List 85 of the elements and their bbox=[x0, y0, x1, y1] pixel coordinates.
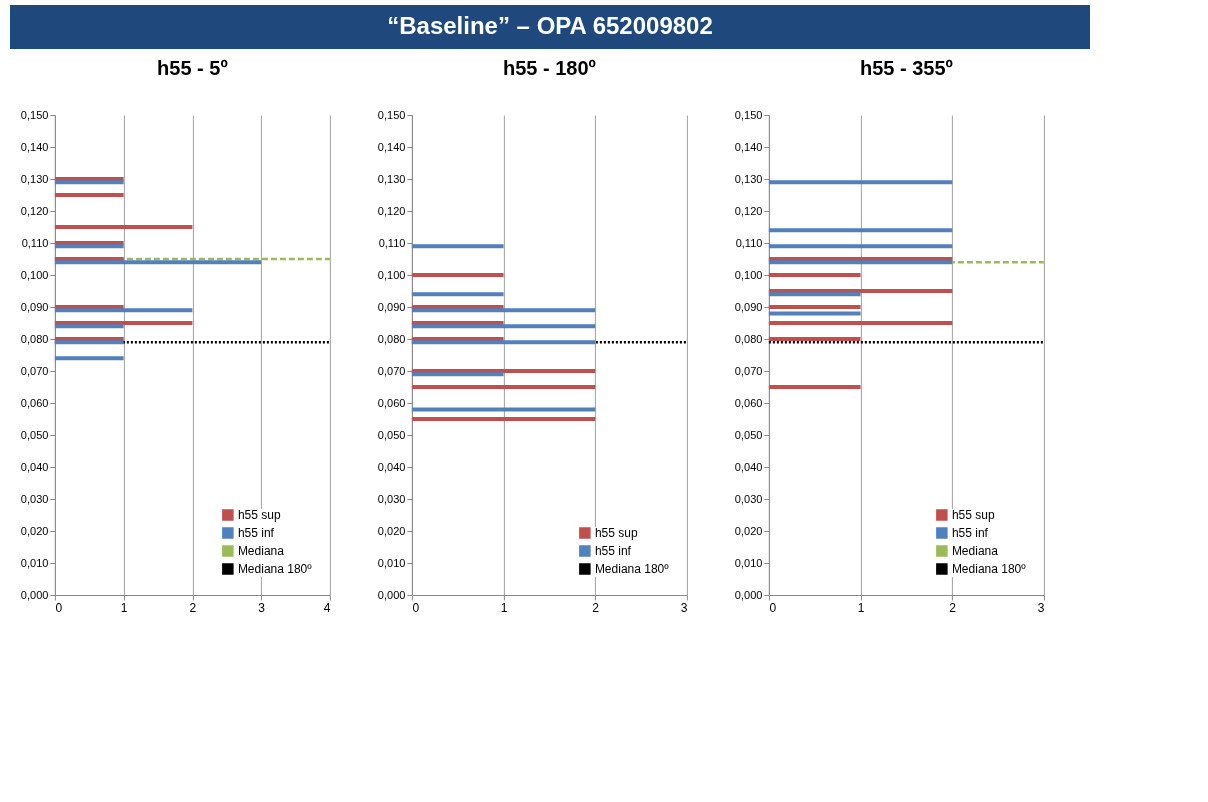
bar bbox=[54, 180, 124, 185]
x-tick-label: 0 bbox=[412, 600, 420, 615]
y-tick-label: 0,000 bbox=[377, 588, 406, 601]
legend-label: Mediana 180º bbox=[237, 562, 313, 576]
y-tick-label: 0,120 bbox=[20, 204, 49, 217]
y-tick-label: 0,150 bbox=[734, 108, 763, 121]
chart-title: h55 - 355º bbox=[859, 57, 953, 79]
y-tick-label: 0,150 bbox=[377, 108, 406, 121]
y-tick-label: 0,050 bbox=[377, 428, 406, 441]
y-tick-label: 0,100 bbox=[377, 268, 406, 281]
y-tick-label: 0,010 bbox=[734, 556, 763, 569]
x-tick-label: 1 bbox=[120, 600, 128, 615]
bar bbox=[54, 225, 193, 229]
y-tick-label: 0,090 bbox=[377, 300, 406, 313]
y-tick-label: 0,080 bbox=[20, 332, 49, 345]
y-tick-label: 0,010 bbox=[377, 556, 406, 569]
y-tick-label: 0,050 bbox=[734, 428, 763, 441]
legend-label: h55 inf bbox=[951, 526, 989, 540]
bar bbox=[54, 356, 124, 361]
x-tick-label: 2 bbox=[189, 600, 197, 615]
y-tick-label: 0,100 bbox=[20, 268, 49, 281]
y-tick-label: 0,120 bbox=[734, 204, 763, 217]
x-tick-label: 1 bbox=[500, 600, 508, 615]
y-tick-label: 0,110 bbox=[735, 236, 763, 249]
legend-label: h55 sup bbox=[237, 508, 281, 522]
y-tick-label: 0,030 bbox=[734, 492, 763, 505]
legend-label: Mediana 180º bbox=[594, 562, 670, 576]
x-tick-label: 3 bbox=[258, 600, 266, 615]
y-tick-label: 0,050 bbox=[20, 428, 49, 441]
legend-label: Mediana 180º bbox=[951, 562, 1027, 576]
y-tick-label: 0,040 bbox=[377, 460, 406, 473]
y-tick-label: 0,010 bbox=[20, 556, 49, 569]
y-tick-label: 0,130 bbox=[734, 172, 763, 185]
y-tick-label: 0,000 bbox=[734, 588, 763, 601]
y-tick-label: 0,030 bbox=[377, 492, 406, 505]
y-tick-label: 0,020 bbox=[20, 524, 49, 537]
y-tick-label: 0,090 bbox=[734, 300, 763, 313]
y-tick-label: 0,070 bbox=[377, 364, 406, 377]
y-tick-label: 0,020 bbox=[734, 524, 763, 537]
y-tick-label: 0,140 bbox=[377, 140, 406, 153]
chart-title: h55 - 5º bbox=[157, 57, 228, 79]
y-tick-label: 0,100 bbox=[734, 268, 763, 281]
legend-label: h55 inf bbox=[237, 526, 275, 540]
chart-title: h55 - 180º bbox=[502, 57, 596, 79]
x-tick-label: 3 bbox=[1037, 600, 1045, 615]
x-tick-label: 0 bbox=[55, 600, 63, 615]
y-tick-label: 0,090 bbox=[20, 300, 49, 313]
legend-label: h55 inf bbox=[594, 544, 632, 558]
y-tick-label: 0,000 bbox=[20, 588, 49, 601]
bar bbox=[54, 324, 124, 329]
y-tick-label: 0,060 bbox=[734, 396, 763, 409]
legend-label: Mediana bbox=[951, 544, 999, 558]
legend-label: h55 sup bbox=[951, 508, 995, 522]
y-tick-label: 0,080 bbox=[734, 332, 763, 345]
y-tick-label: 0,060 bbox=[20, 396, 49, 409]
y-tick-label: 0,030 bbox=[20, 492, 49, 505]
text: “Baseline” – OPA 652009802 bbox=[387, 12, 713, 39]
x-tick-label: 4 bbox=[323, 600, 331, 615]
bar bbox=[54, 244, 124, 249]
y-tick-label: 0,040 bbox=[20, 460, 49, 473]
y-tick-label: 0,060 bbox=[377, 396, 406, 409]
y-tick-label: 0,080 bbox=[377, 332, 406, 345]
x-tick-label: 2 bbox=[949, 600, 957, 615]
y-tick-label: 0,140 bbox=[734, 140, 763, 153]
y-tick-label: 0,070 bbox=[20, 364, 49, 377]
y-tick-label: 0,070 bbox=[734, 364, 763, 377]
x-tick-label: 0 bbox=[769, 600, 777, 615]
legend-label: Mediana bbox=[237, 544, 285, 558]
y-tick-label: 0,140 bbox=[20, 140, 49, 153]
x-tick-label: 1 bbox=[857, 600, 865, 615]
y-tick-label: 0,040 bbox=[734, 460, 763, 473]
y-tick-label: 0,110 bbox=[21, 236, 49, 249]
bar bbox=[54, 260, 262, 265]
bar bbox=[54, 193, 124, 197]
legend-label: h55 sup bbox=[594, 526, 638, 540]
y-tick-label: 0,020 bbox=[377, 524, 406, 537]
y-tick-label: 0,110 bbox=[378, 236, 406, 249]
y-tick-label: 0,120 bbox=[377, 204, 406, 217]
y-tick-label: 0,130 bbox=[377, 172, 406, 185]
y-tick-label: 0,130 bbox=[20, 172, 49, 185]
x-tick-label: 2 bbox=[592, 600, 600, 615]
bar bbox=[54, 340, 124, 345]
x-tick-label: 3 bbox=[680, 600, 688, 615]
y-tick-label: 0,150 bbox=[20, 108, 49, 121]
bar bbox=[54, 308, 193, 313]
